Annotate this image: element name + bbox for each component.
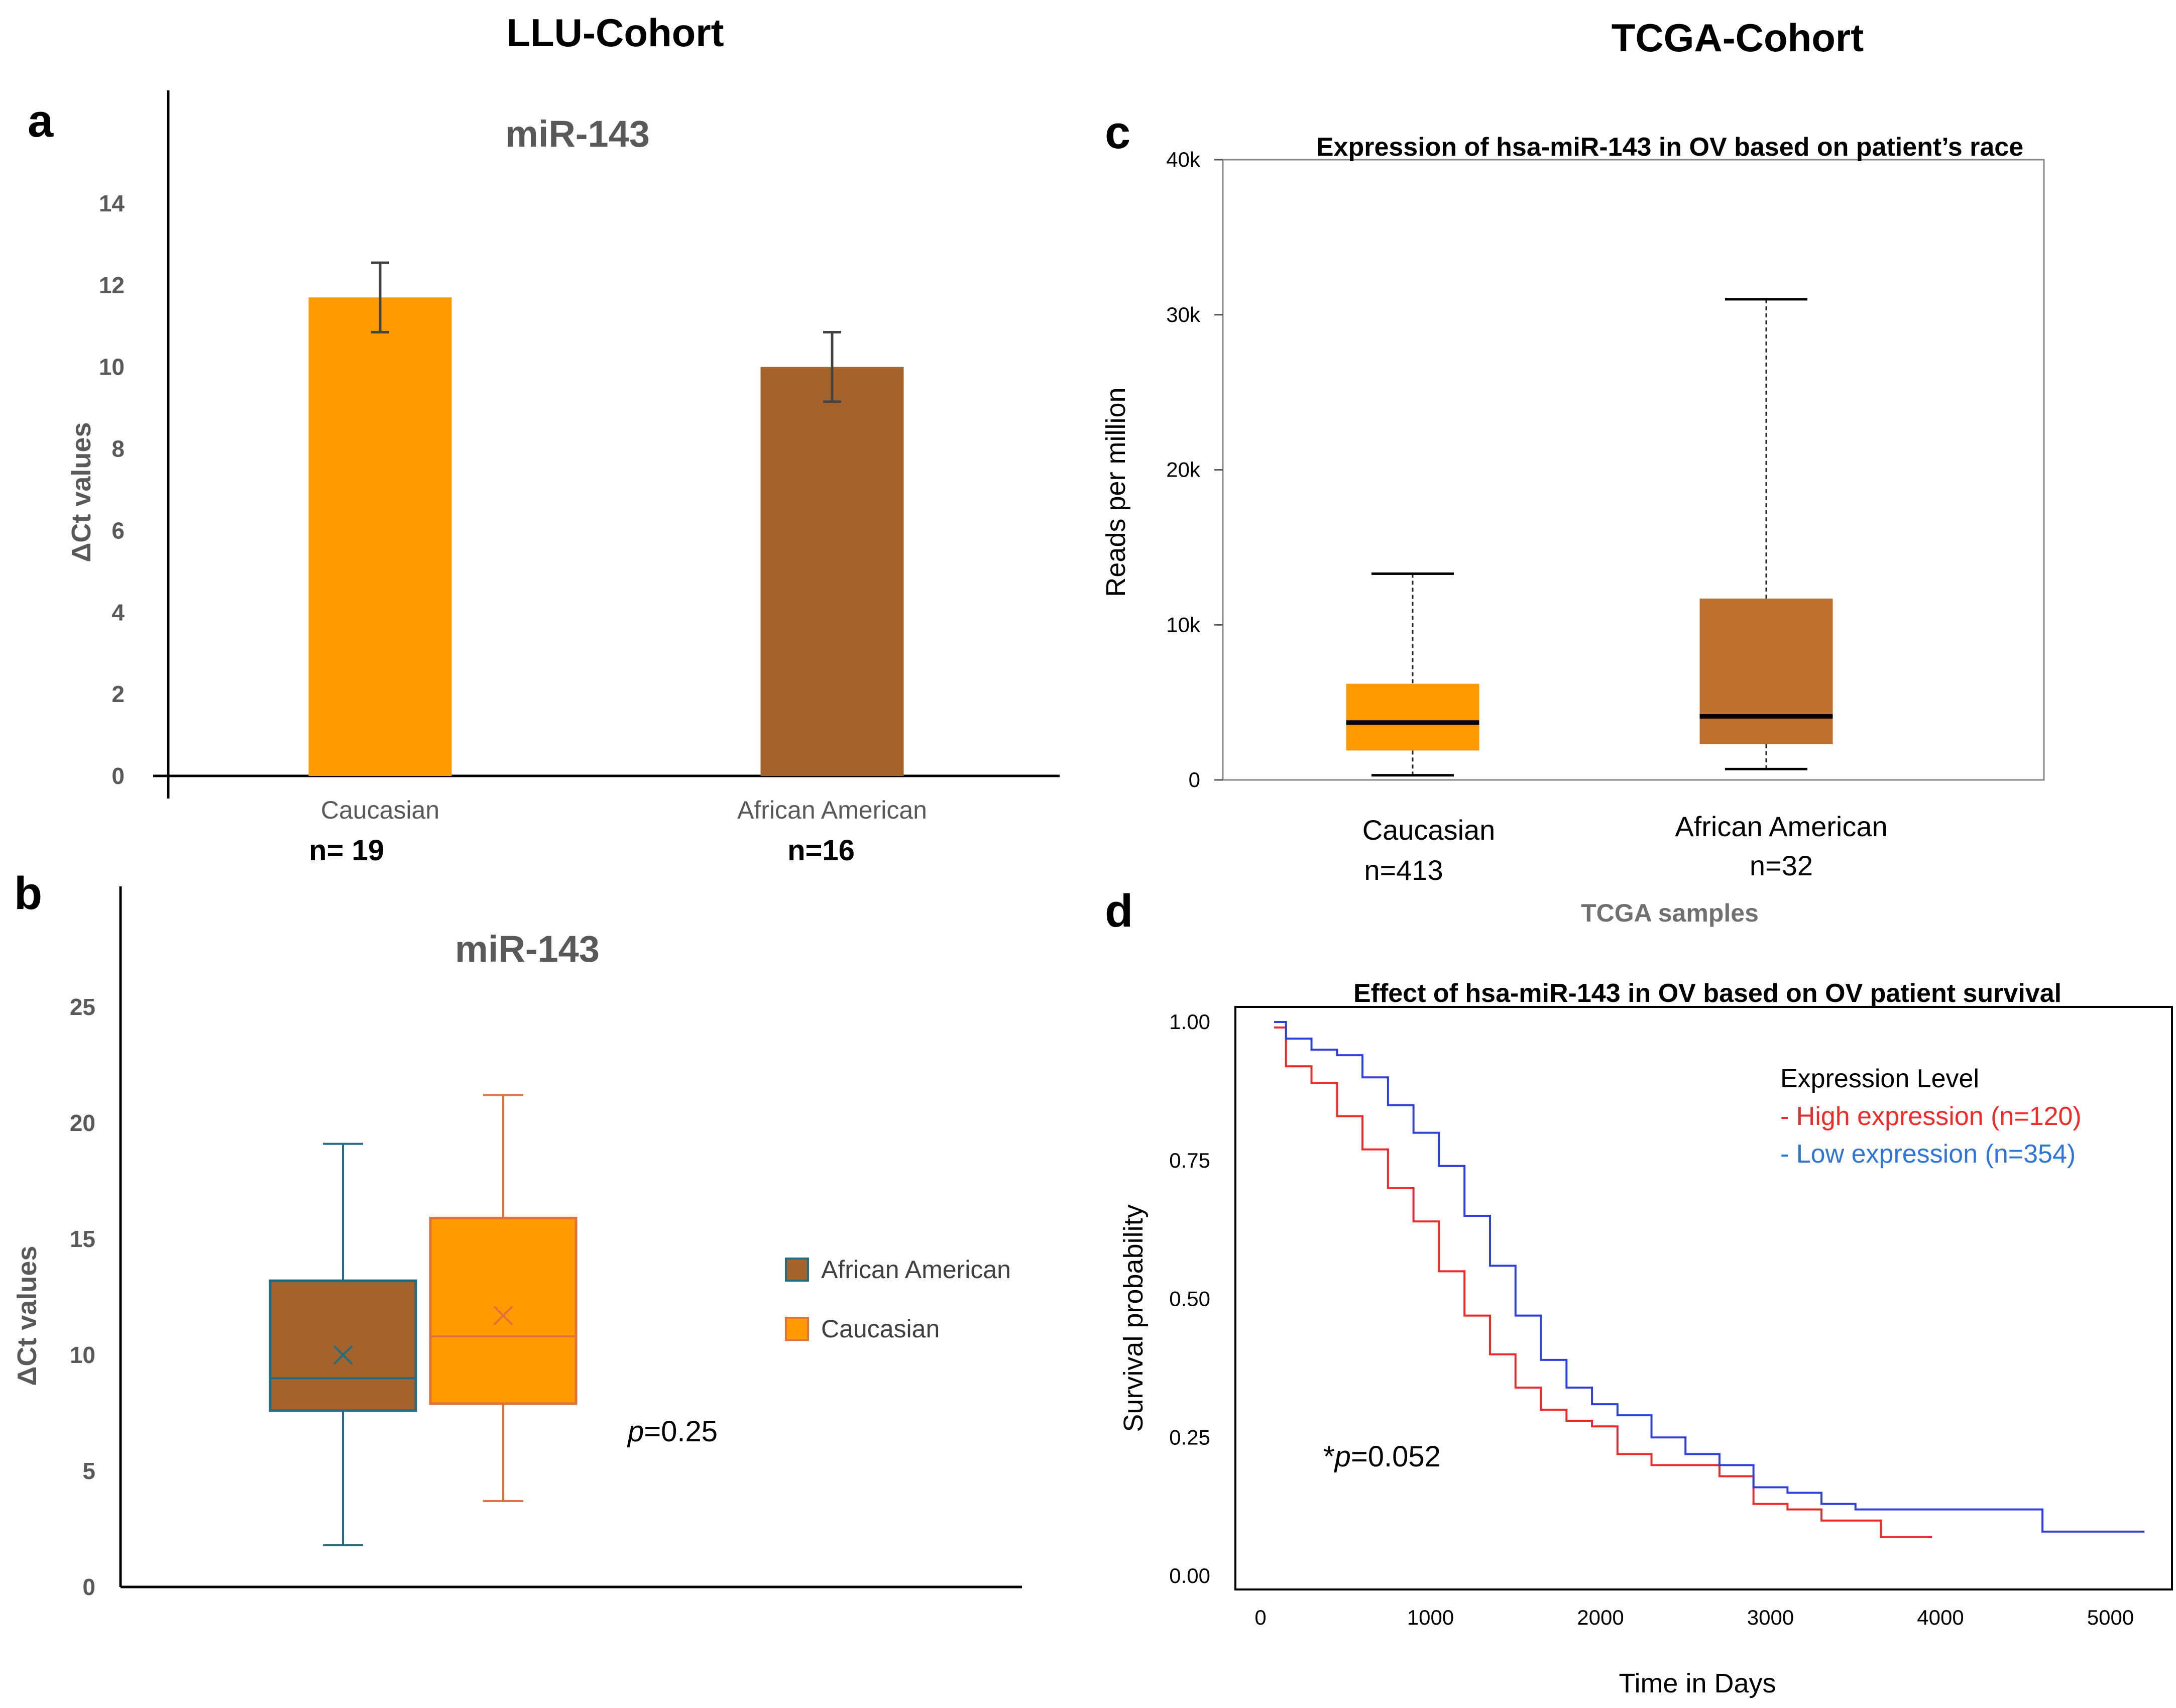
panel-a-category-label: African American [737,796,927,824]
legend-high-expression: - High expression (n=120) [1780,1102,2082,1131]
panel-a-bar-chart: miR-143 ΔCt values 0 2 4 6 8 10 12 14 Caucasian… [66,90,1060,867]
panel-c-y-tick: 40k [1166,148,1201,171]
bar-african-american [760,367,904,776]
panel-d-x-tick: 2000 [1577,1606,1624,1629]
panel-d-p-symbol: p [1334,1440,1351,1473]
mean-marker-african-american [333,1345,353,1365]
legend-low-expression: - Low expression (n=354) [1780,1140,2076,1169]
legend-swatch-caucasian [785,1317,809,1341]
panel-a-n-label: n=16 [787,834,855,867]
panel-c-y-tick: 30k [1166,303,1201,326]
panel-d-y-tick: 0.75 [1169,1149,1210,1172]
panel-c-title: Expression of hsa-miR-143 in OV based on… [1316,133,2023,162]
panel-c-x-label: TCGA samples [1581,899,1759,927]
panel-label-d: d [1105,885,1133,937]
panel-b-p-value: p=0.25 [627,1415,718,1448]
panel-c-n-label: n=32 [1750,850,1813,881]
panel-d-x-tick: 5000 [2087,1606,2134,1629]
panel-d-x-tick: 4000 [1917,1606,1964,1629]
panel-label-a: a [28,95,54,147]
panel-d-title: Effect of hsa-miR-143 in OV based on OV … [1353,979,2062,1008]
legend-label-caucasian: Caucasian [821,1315,940,1343]
tcga-cohort-title: TCGA-Cohort [1612,16,1864,60]
panel-d-x-tick: 1000 [1407,1606,1454,1629]
llu-cohort-title: LLU-Cohort [506,11,724,55]
panel-b-y-tick: 15 [70,1226,95,1252]
panel-b-y-tick: 10 [70,1342,95,1368]
panel-c-n-label: n=413 [1364,854,1443,886]
panel-a-y-tick: 2 [111,681,125,707]
panel-a-category-label: Caucasian [321,796,439,824]
panel-c-frame [1222,159,2045,781]
panel-b-p-number: =0.25 [644,1415,718,1448]
panel-b-y-label: ΔCt values [12,1246,42,1386]
panel-d-y-tick: 0.50 [1169,1287,1210,1311]
box-african-american [269,1279,417,1412]
legend-swatch-african-american [785,1258,809,1282]
panel-b-title: miR-143 [455,928,600,970]
panel-d-y-tick: 0.00 [1169,1564,1210,1587]
panel-d-y-label: Survival probability [1118,1204,1149,1432]
panel-d-frame [1234,1006,2173,1590]
panel-b-y-tick: 25 [70,994,95,1020]
panel-label-c: c [1105,107,1130,158]
panel-a-y-tick: 10 [99,354,125,380]
panel-label-b: b [14,868,42,919]
panel-a-y-label: ΔCt values [66,422,96,562]
panel-b-y-tick: 5 [82,1458,95,1484]
panel-b-p-symbol: p [627,1415,644,1448]
panel-c-category-label: Caucasian [1362,814,1496,846]
box-caucasian [429,1216,578,1405]
panel-a-y-tick: 6 [111,517,125,543]
panel-d-x-label: Time in Days [1619,1668,1776,1698]
panel-d-x-tick: 0 [1254,1606,1266,1629]
panel-c-y-tick: 10k [1166,613,1201,636]
panel-c-box-chart: Expression of hsa-miR-143 in OV based on… [1101,133,2045,927]
panel-c-y-label: Reads per million [1101,387,1131,597]
panel-a-y-tick: 12 [99,272,125,298]
panel-d-survival-chart: Effect of hsa-miR-143 in OV based on OV … [1118,979,2173,1698]
high-expression-curve [1274,1027,1932,1538]
panel-d-p-star: * [1323,1440,1335,1473]
panel-b-y-tick: 20 [70,1110,95,1136]
panel-c-y-tick: 0 [1189,768,1200,791]
box-african-american [1699,598,1833,744]
panel-a-y-tick: 8 [111,436,125,462]
bar-caucasian [308,297,452,776]
box-caucasian [1346,684,1479,751]
panel-a-y-tick: 0 [111,763,125,789]
panel-a-y-tick: 14 [99,190,125,216]
mean-marker-caucasian [493,1306,513,1325]
panel-b-y-tick: 0 [82,1574,95,1600]
panel-a-y-tick: 4 [111,599,125,625]
legend-label-african-american: African American [821,1256,1011,1284]
panel-a-n-label: n= 19 [309,834,384,867]
panel-d-y-tick: 0.25 [1169,1425,1210,1449]
panel-b-box-chart: miR-143 ΔCt values 0 5 10 15 20 25 African Am… [12,886,1022,1600]
panel-c-y-tick: 20k [1166,458,1201,482]
panel-c-category-label: African American [1675,811,1887,842]
legend-title: Expression Level [1780,1064,1979,1093]
low-expression-curve [1274,1021,2145,1533]
panel-d-x-tick: 3000 [1747,1606,1794,1629]
panel-d-p-value: *p=0.052 [1323,1440,1441,1473]
panel-d-y-tick: 1.00 [1169,1010,1210,1034]
panel-a-title: miR-143 [505,113,650,155]
panel-d-p-number: =0.052 [1351,1440,1441,1473]
